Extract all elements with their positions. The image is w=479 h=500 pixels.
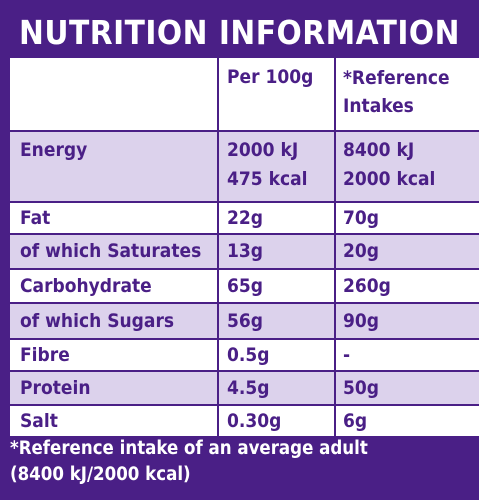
row-divider bbox=[10, 370, 479, 372]
table-row-label-fibre: Fibre bbox=[10, 340, 217, 370]
column-header-per100g: Per 100g bbox=[219, 58, 334, 130]
table-row-ri-fibre: - bbox=[336, 340, 479, 370]
table-row-label-salt: Salt bbox=[10, 406, 217, 436]
table-row-per100g-fibre: 0.5g bbox=[219, 340, 334, 370]
table-row-ri-salt: 6g bbox=[336, 406, 479, 436]
row-divider bbox=[10, 201, 479, 203]
column-divider-1 bbox=[217, 58, 219, 436]
table-row-label-energy: Energy bbox=[10, 132, 217, 201]
table-row-ri-sugars: 90g bbox=[336, 304, 479, 338]
table-row-label-carbohydrate: Carbohydrate bbox=[10, 270, 217, 302]
table-row-per100g-carbohydrate: 65g bbox=[219, 270, 334, 302]
row-divider bbox=[10, 233, 479, 235]
table-row-ri-saturates: 20g bbox=[336, 235, 479, 268]
column-divider-2 bbox=[334, 58, 336, 436]
row-divider bbox=[10, 268, 479, 270]
row-divider bbox=[10, 130, 479, 132]
footnote-line2: (8400 kJ/2000 kcal) bbox=[10, 464, 191, 485]
table-row-per100g-energy: 2000 kJ 475 kcal bbox=[219, 132, 334, 201]
per100g-label: Per 100g bbox=[227, 66, 314, 88]
page-title: NUTRITION INFORMATION bbox=[0, 0, 479, 60]
table-row-label-saturates: of which Saturates bbox=[10, 235, 217, 268]
reference-label-line2: Intakes bbox=[343, 95, 414, 117]
table-row-per100g-saturates: 13g bbox=[219, 235, 334, 268]
footnote-line1: *Reference intake of an average adult bbox=[10, 438, 368, 459]
table-row-per100g-sugars: 56g bbox=[219, 304, 334, 338]
nutrition-table: Per 100g *Reference Intakes Energy 2000 … bbox=[10, 58, 479, 436]
row-divider bbox=[10, 302, 479, 304]
table-row-ri-protein: 50g bbox=[336, 372, 479, 404]
table-row-per100g-salt: 0.30g bbox=[219, 406, 334, 436]
table-row-ri-energy: 8400 kJ 2000 kcal bbox=[336, 132, 479, 201]
reference-label-line1: *Reference bbox=[343, 67, 450, 89]
table-row-label-protein: Protein bbox=[10, 372, 217, 404]
table-row-ri-carbohydrate: 260g bbox=[336, 270, 479, 302]
table-row-ri-fat: 70g bbox=[336, 203, 479, 233]
table-row-label-sugars: of which Sugars bbox=[10, 304, 217, 338]
table-row-per100g-protein: 4.5g bbox=[219, 372, 334, 404]
row-divider bbox=[10, 338, 479, 340]
table-row-per100g-fat: 22g bbox=[219, 203, 334, 233]
table-row-label-fat: Fat bbox=[10, 203, 217, 233]
footnote: *Reference intake of an average adult (8… bbox=[10, 436, 475, 488]
row-divider bbox=[10, 404, 479, 406]
column-header-reference: *Reference Intakes bbox=[336, 58, 479, 130]
column-header-blank bbox=[10, 58, 217, 130]
